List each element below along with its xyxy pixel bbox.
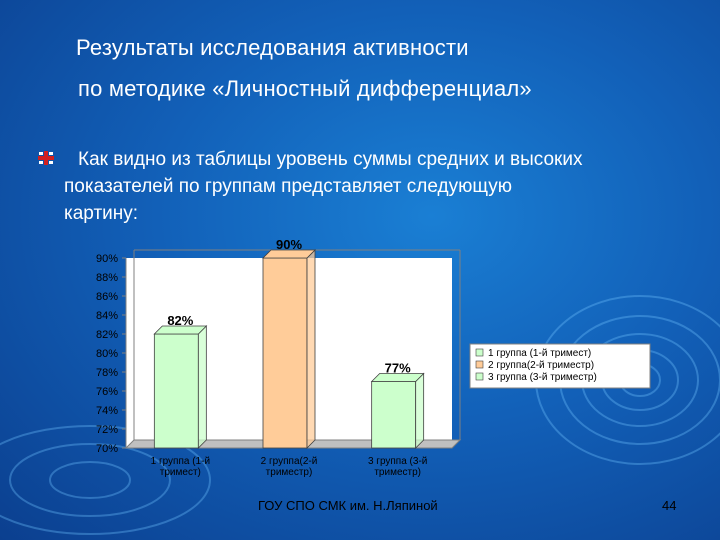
- y-tick-label: 80%: [96, 348, 118, 360]
- bar-2-top: [262, 249, 316, 259]
- y-tick-label: 78%: [96, 367, 118, 379]
- footer-text: ГОУ СПО СМК им. Н.Ляпиной: [258, 498, 438, 513]
- data-label: 90%: [276, 237, 302, 252]
- legend-entry-2: 2 группа(2-й триместр): [488, 360, 594, 371]
- slide-title-line-1: Результаты исследования активности: [76, 35, 469, 60]
- legend-swatch-1: [475, 348, 484, 357]
- x-tick-label: 2 группа(2-й: [261, 456, 318, 467]
- bar-1-top: [153, 325, 208, 335]
- legend-entry-1: 1 группа (1-й тримест): [488, 348, 591, 359]
- x-tick-label: триместр): [266, 467, 313, 478]
- bar-2: [262, 257, 308, 449]
- bar-3-side: [415, 372, 425, 449]
- y-tick-label: 86%: [96, 291, 118, 303]
- y-tick-label: 76%: [96, 386, 118, 398]
- x-tick-label: 3 группа (3-й: [368, 456, 427, 467]
- bar-3: [371, 381, 417, 449]
- y-tick-label: 70%: [96, 443, 118, 455]
- data-label: 82%: [167, 313, 193, 328]
- y-tick-label: 72%: [96, 424, 118, 436]
- x-tick-label: тримест): [160, 467, 201, 478]
- bullet-icon: [38, 151, 54, 165]
- bar-2-side: [306, 249, 316, 449]
- legend-swatch-3: [475, 372, 484, 381]
- bar-1-side: [197, 325, 207, 449]
- page-number: 44: [662, 498, 677, 513]
- body-line-3: картину:: [64, 203, 139, 224]
- body-line-1: Как видно из таблицы уровень суммы средн…: [78, 149, 583, 170]
- bar-1: [153, 333, 199, 449]
- legend-box: [469, 343, 651, 389]
- x-tick-label: 1 группа (1-й: [151, 456, 210, 467]
- data-label: 77%: [385, 361, 411, 376]
- slide-title-line-2: по методике «Личностный дифференциал»: [78, 76, 532, 101]
- y-tick-label: 74%: [96, 405, 118, 417]
- x-tick-label: триместр): [374, 467, 421, 478]
- slide-body-text: Как видно из таблицы уровень суммы средн…: [64, 146, 720, 227]
- body-line-2: показателей по группам представляет след…: [64, 176, 512, 197]
- y-tick-label: 90%: [96, 253, 118, 265]
- y-tick-label: 82%: [96, 329, 118, 341]
- legend-entry-3: 3 группа (3-й триместр): [488, 372, 597, 383]
- y-tick-label: 84%: [96, 310, 118, 322]
- y-tick-label: 88%: [96, 272, 118, 284]
- legend-swatch-2: [475, 360, 484, 369]
- bar-3-top: [370, 373, 425, 382]
